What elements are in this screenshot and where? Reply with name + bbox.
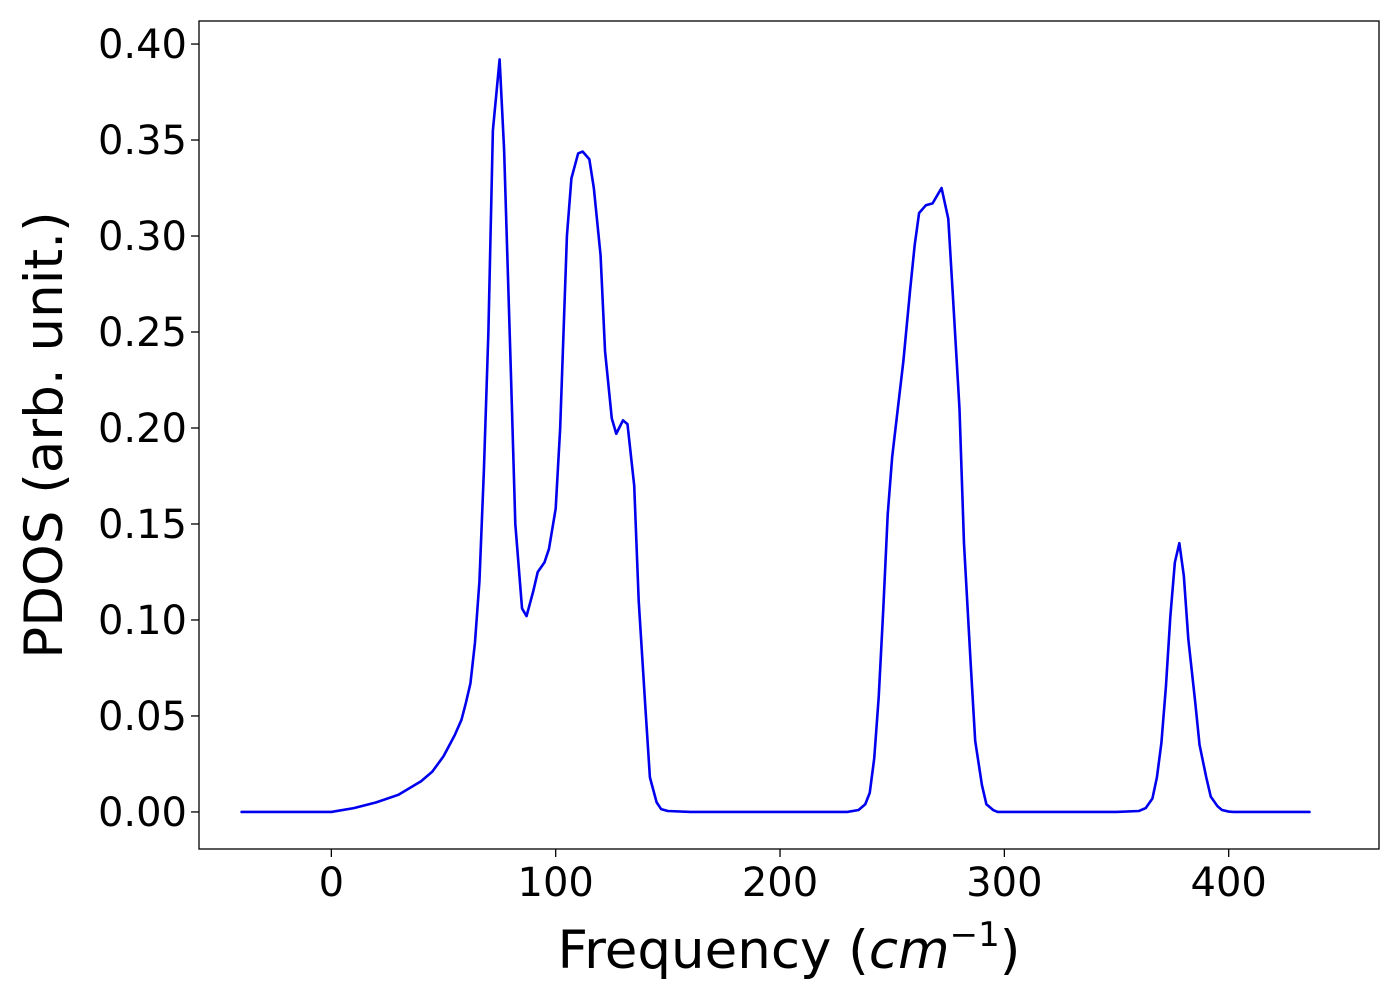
y-tick-label: 0.05	[98, 694, 187, 740]
y-tick-label: 0.00	[98, 790, 187, 836]
y-tick-label: 0.20	[98, 406, 187, 452]
y-tick-label: 0.25	[98, 310, 187, 356]
y-axis-title: PDOS (arb. unit.)	[14, 211, 75, 658]
y-tick-label: 0.40	[98, 22, 187, 68]
y-tick-label: 0.30	[98, 214, 187, 260]
axes-frame	[198, 20, 1380, 850]
x-axis-title: Frequency (cm−1)	[558, 915, 1021, 981]
x-tick-label: 0	[319, 860, 344, 906]
y-axis: 0.00 0.05 0.10 0.15 0.20 0.25 0.30 0.35 0.40	[98, 22, 199, 836]
series-line-0	[240, 58, 1311, 814]
x-tick-label: 400	[1191, 860, 1267, 906]
y-tick-label: 0.10	[98, 598, 187, 644]
plot-area	[240, 58, 1311, 814]
x-tick-label: 100	[518, 860, 594, 906]
y-tick-label: 0.15	[98, 502, 187, 548]
x-axis: 0 100 200 300 400	[319, 849, 1267, 906]
x-tick-label: 300	[966, 860, 1042, 906]
y-tick-label: 0.35	[98, 118, 187, 164]
x-tick-label: 200	[742, 860, 818, 906]
